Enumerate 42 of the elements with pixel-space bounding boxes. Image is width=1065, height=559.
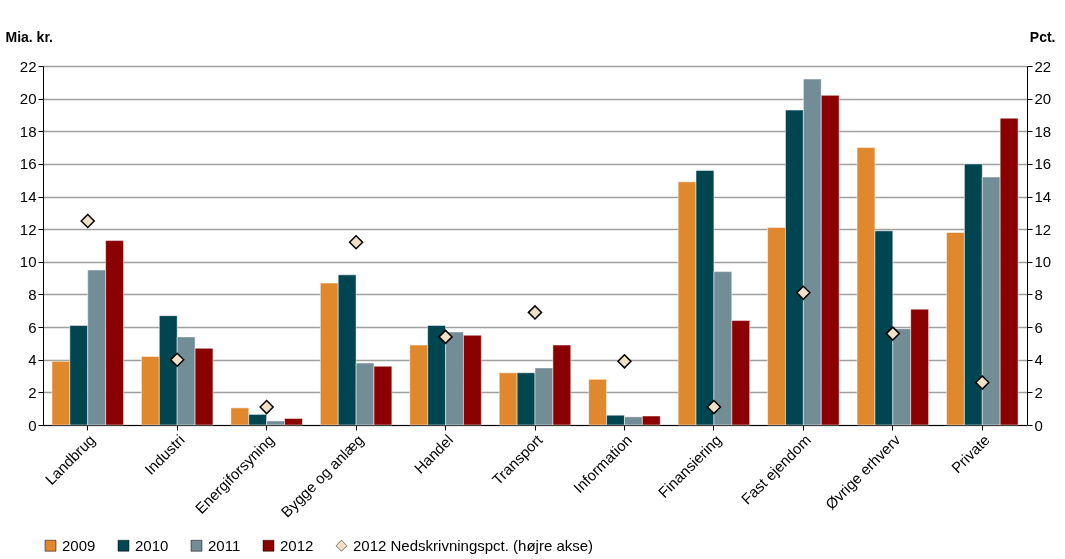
y2-tick-label: 18 <box>1034 122 1052 140</box>
y2-tick-label: 8 <box>1034 285 1043 303</box>
y-tick-label: 6 <box>28 318 37 336</box>
legend-label: 2009 <box>62 536 96 554</box>
y2-tick-label: 20 <box>1034 90 1052 108</box>
y-tick-label: 4 <box>28 351 37 369</box>
point <box>617 354 632 369</box>
point <box>885 326 901 341</box>
y2-tick-label: 22 <box>1034 57 1052 75</box>
y2-tick-label: 4 <box>1034 351 1043 369</box>
legend-label: 2012 Nedskrivningspct. (højre akse) <box>353 536 594 554</box>
point <box>438 329 453 345</box>
y2-tick-label: 0 <box>1034 416 1043 434</box>
y2-tick-label: 12 <box>1034 220 1052 238</box>
legend-label: 2010 <box>135 536 169 554</box>
y2-tick-label: 2 <box>1034 383 1043 401</box>
y-tick-label: 20 <box>19 90 37 108</box>
y-tick-label: 0 <box>28 416 37 434</box>
y-tick-label: 10 <box>19 253 37 271</box>
point <box>796 285 811 301</box>
point <box>975 375 990 390</box>
y2-tick-label: 6 <box>1034 318 1043 336</box>
point <box>527 305 543 320</box>
point <box>80 213 95 229</box>
y2-tick-label: 14 <box>1034 188 1052 206</box>
y-tick-label: 22 <box>19 57 37 75</box>
point <box>259 399 274 415</box>
y-tick-label: 18 <box>19 122 37 140</box>
legend-label: 2011 <box>208 536 241 554</box>
y2-axis-title: Pct. <box>1029 28 1056 45</box>
point <box>706 399 722 415</box>
y-tick-label: 16 <box>19 155 37 173</box>
y-tick-label: 2 <box>28 383 37 401</box>
y-axis-title: Mia. kr. <box>5 28 53 45</box>
legend-label: 2012 <box>280 536 314 554</box>
y2-tick-label: 16 <box>1034 155 1052 173</box>
y-tick-label: 8 <box>28 285 37 303</box>
point <box>169 352 185 367</box>
y-tick-label: 12 <box>19 220 37 238</box>
y-tick-label: 14 <box>19 188 37 206</box>
y2-tick-label: 10 <box>1034 253 1052 271</box>
point <box>348 234 364 250</box>
